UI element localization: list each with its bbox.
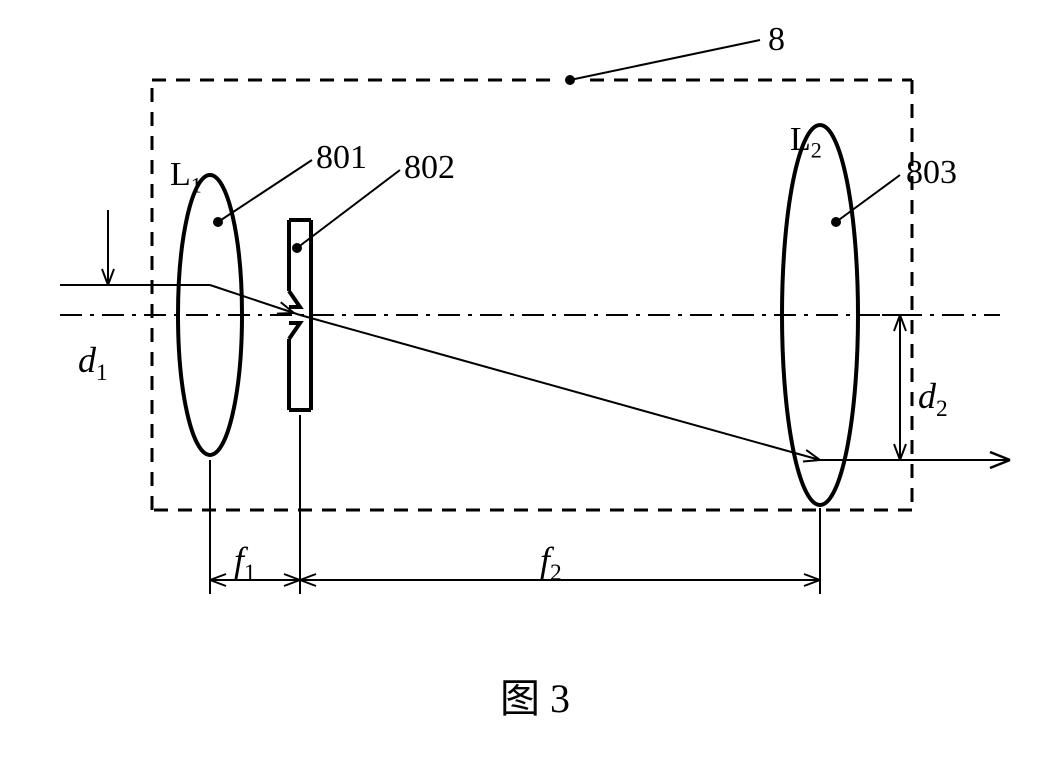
aperture-leader: [297, 170, 400, 248]
aperture-ref: 802: [404, 149, 455, 186]
ray-mid: [210, 285, 300, 315]
d1-label: d1: [78, 340, 108, 386]
d2-label: d2: [918, 376, 948, 422]
box-ref-label: 8: [768, 21, 785, 58]
lens-l1-ref: 801: [316, 139, 367, 176]
aperture: [289, 323, 300, 339]
f2-label: f2: [540, 540, 562, 586]
figure-caption: 图 3: [500, 676, 570, 721]
box-pointer-line: [570, 40, 760, 80]
lens-l1-label: L1: [170, 156, 202, 197]
lens-l2-ref: 803: [906, 154, 957, 191]
aperture: [289, 291, 300, 307]
lens-l1-leader: [218, 160, 312, 222]
ray-diag: [300, 315, 820, 460]
f1-label: f1: [234, 540, 256, 586]
